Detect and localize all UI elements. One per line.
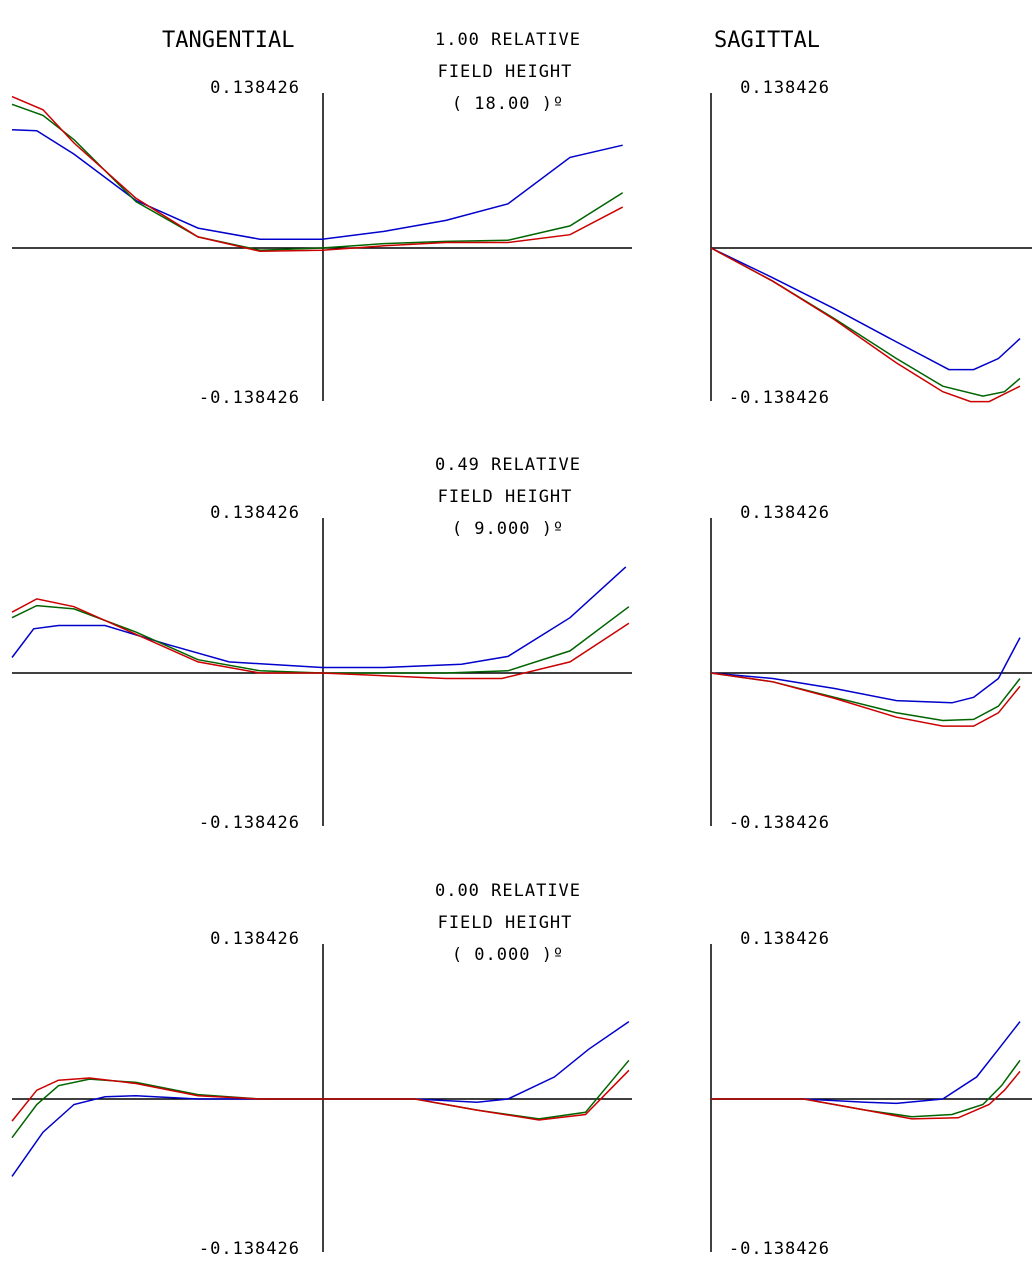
field-label-line-1: FIELD HEIGHT [438,913,573,933]
y-max-label: 0.138426 [210,929,300,949]
field-label-line-1: FIELD HEIGHT [438,487,573,507]
y-min-label: -0.138426 [729,388,830,408]
y-max-label: 0.138426 [740,929,830,949]
y-max-label: 0.138426 [210,503,300,523]
field-label-line-0: 0.00 RELATIVE [435,881,581,901]
series-red [11,598,630,680]
series-red [710,247,1021,403]
series-blue [11,128,623,240]
sagittal-panel-row-2: 0.138426 -0.138426 [710,929,1032,1259]
series-green [11,103,624,251]
series-green [711,1059,1021,1118]
field-label-line-0: 0.49 RELATIVE [435,455,581,475]
field-label-line-2: ( 0.000 )º [452,945,564,965]
field-label-line-2: ( 18.00 )º [452,94,564,114]
field-label-line-0: 1.00 RELATIVE [435,30,581,50]
sagittal-header: SAGITTAL [714,28,820,53]
y-min-label: -0.138426 [199,1239,300,1259]
field-label-line-2: ( 9.000 )º [452,519,564,539]
y-max-label: 0.138426 [740,78,830,98]
series-red [11,95,624,253]
series-green [11,604,630,674]
series-blue [11,566,627,669]
tangential-header: TANGENTIAL [162,28,294,53]
y-max-label: 0.138426 [740,503,830,523]
y-min-label: -0.138426 [729,1239,830,1259]
series-red [710,672,1021,727]
fan-panels: 0.138426 -0.138426 1.00 RELATIVE FIELD HEIG… [11,30,1032,1259]
tangential-panel-row-1: 0.138426 -0.138426 0.49 RELATIVE FIELD HEIG… [11,455,632,833]
tangential-panel-row-0: 0.138426 -0.138426 1.00 RELATIVE FIELD HEIG… [11,30,632,408]
series-blue [710,637,1021,704]
tangential-panel-row-2: 0.138426 -0.138426 0.00 RELATIVE FIELD HEIG… [11,881,632,1259]
y-min-label: -0.138426 [199,813,300,833]
y-min-label: -0.138426 [729,813,830,833]
series-red [711,1070,1021,1120]
series-blue [711,1021,1021,1105]
y-min-label: -0.138426 [199,388,300,408]
field-label-line-1: FIELD HEIGHT [438,62,573,82]
series-red [11,1069,630,1122]
sagittal-panel-row-0: 0.138426 -0.138426 [710,78,1032,408]
y-max-label: 0.138426 [210,78,300,98]
sagittal-panel-row-1: 0.138426 -0.138426 [710,503,1032,833]
series-blue [710,247,1021,371]
